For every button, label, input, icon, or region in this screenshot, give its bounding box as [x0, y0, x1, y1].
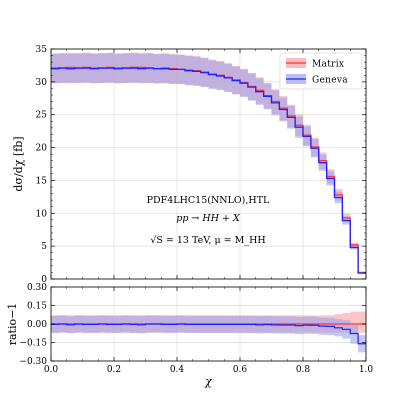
- x-tick-label: 0.2: [107, 365, 121, 375]
- annotation-pdf: PDF4LHC15(NNLO),HTL: [147, 195, 270, 206]
- ratio-x-tick-labels: 0.0 0.2 0.4 0.6 0.8 1.0: [44, 365, 374, 375]
- main-y-tick-label: 0: [41, 275, 47, 285]
- ratio-band-geneva: [51, 315, 366, 353]
- main-y-axis-label: dσ/dχ [fb]: [12, 136, 25, 191]
- main-lines: [51, 66, 366, 274]
- main-y-tick-label: 25: [36, 111, 48, 121]
- main-y-tick-labels: 0 5 10 15 20 25 30 35: [36, 45, 48, 285]
- main-ticks: [50, 48, 367, 280]
- ratio-panel: 0.30 0.15 0.00 −0.15 −0.30 0.0 0.2 0.4 0.6 0.8 1.…: [6, 283, 373, 388]
- ratio-y-axis-label: ratio−1: [6, 303, 19, 346]
- ratio-ticks: [50, 286, 367, 362]
- ratio-y-tick-labels: 0.30 0.15 0.00 −0.15 −0.30: [19, 283, 47, 367]
- main-y-tick-label: 15: [36, 176, 48, 186]
- annotation-process: pp → HH + X: [176, 213, 241, 224]
- x-tick-label: 0.6: [233, 365, 248, 375]
- annotations: PDF4LHC15(NNLO),HTL pp → HH + X √S = 13 …: [147, 195, 270, 246]
- main-line-geneva: [51, 67, 366, 274]
- ratio-y-tick-label: 0.15: [27, 302, 47, 312]
- ratio-y-tick-label: 0.30: [27, 283, 47, 293]
- x-tick-label: 0.8: [296, 365, 311, 375]
- main-y-tick-label: 5: [41, 242, 47, 252]
- legend-entry-geneva: Geneva: [286, 74, 348, 86]
- main-panel: 0 5 10 15 20 25 30 35 dσ/dχ [fb] PDF4LHC15(NNLO…: [12, 45, 367, 285]
- legend-label-matrix: Matrix: [312, 60, 344, 70]
- ratio-y-tick-label: 0.00: [27, 320, 47, 330]
- main-y-tick-label: 20: [36, 144, 48, 154]
- legend-label-geneva: Geneva: [312, 76, 348, 86]
- legend: Matrix Geneva: [279, 52, 363, 90]
- ratio-lines: [51, 323, 366, 345]
- x-tick-label: 1.0: [359, 365, 374, 375]
- main-y-tick-label: 30: [36, 78, 48, 88]
- ratio-bands: [51, 311, 366, 353]
- ratio-line-geneva: [51, 323, 366, 345]
- ratio-y-tick-label: −0.15: [19, 339, 47, 349]
- annotation-energy-scale: √S = 13 TeV, μ = M_HH: [150, 235, 265, 246]
- x-tick-label: 0.0: [44, 365, 59, 375]
- x-axis-label: χ: [204, 375, 213, 388]
- main-y-tick-label: 10: [36, 209, 48, 219]
- x-tick-label: 0.4: [170, 365, 185, 375]
- main-y-tick-label: 35: [36, 45, 48, 55]
- legend-entry-matrix: Matrix: [286, 58, 344, 70]
- ratio-y-tick-label: −0.30: [19, 357, 47, 367]
